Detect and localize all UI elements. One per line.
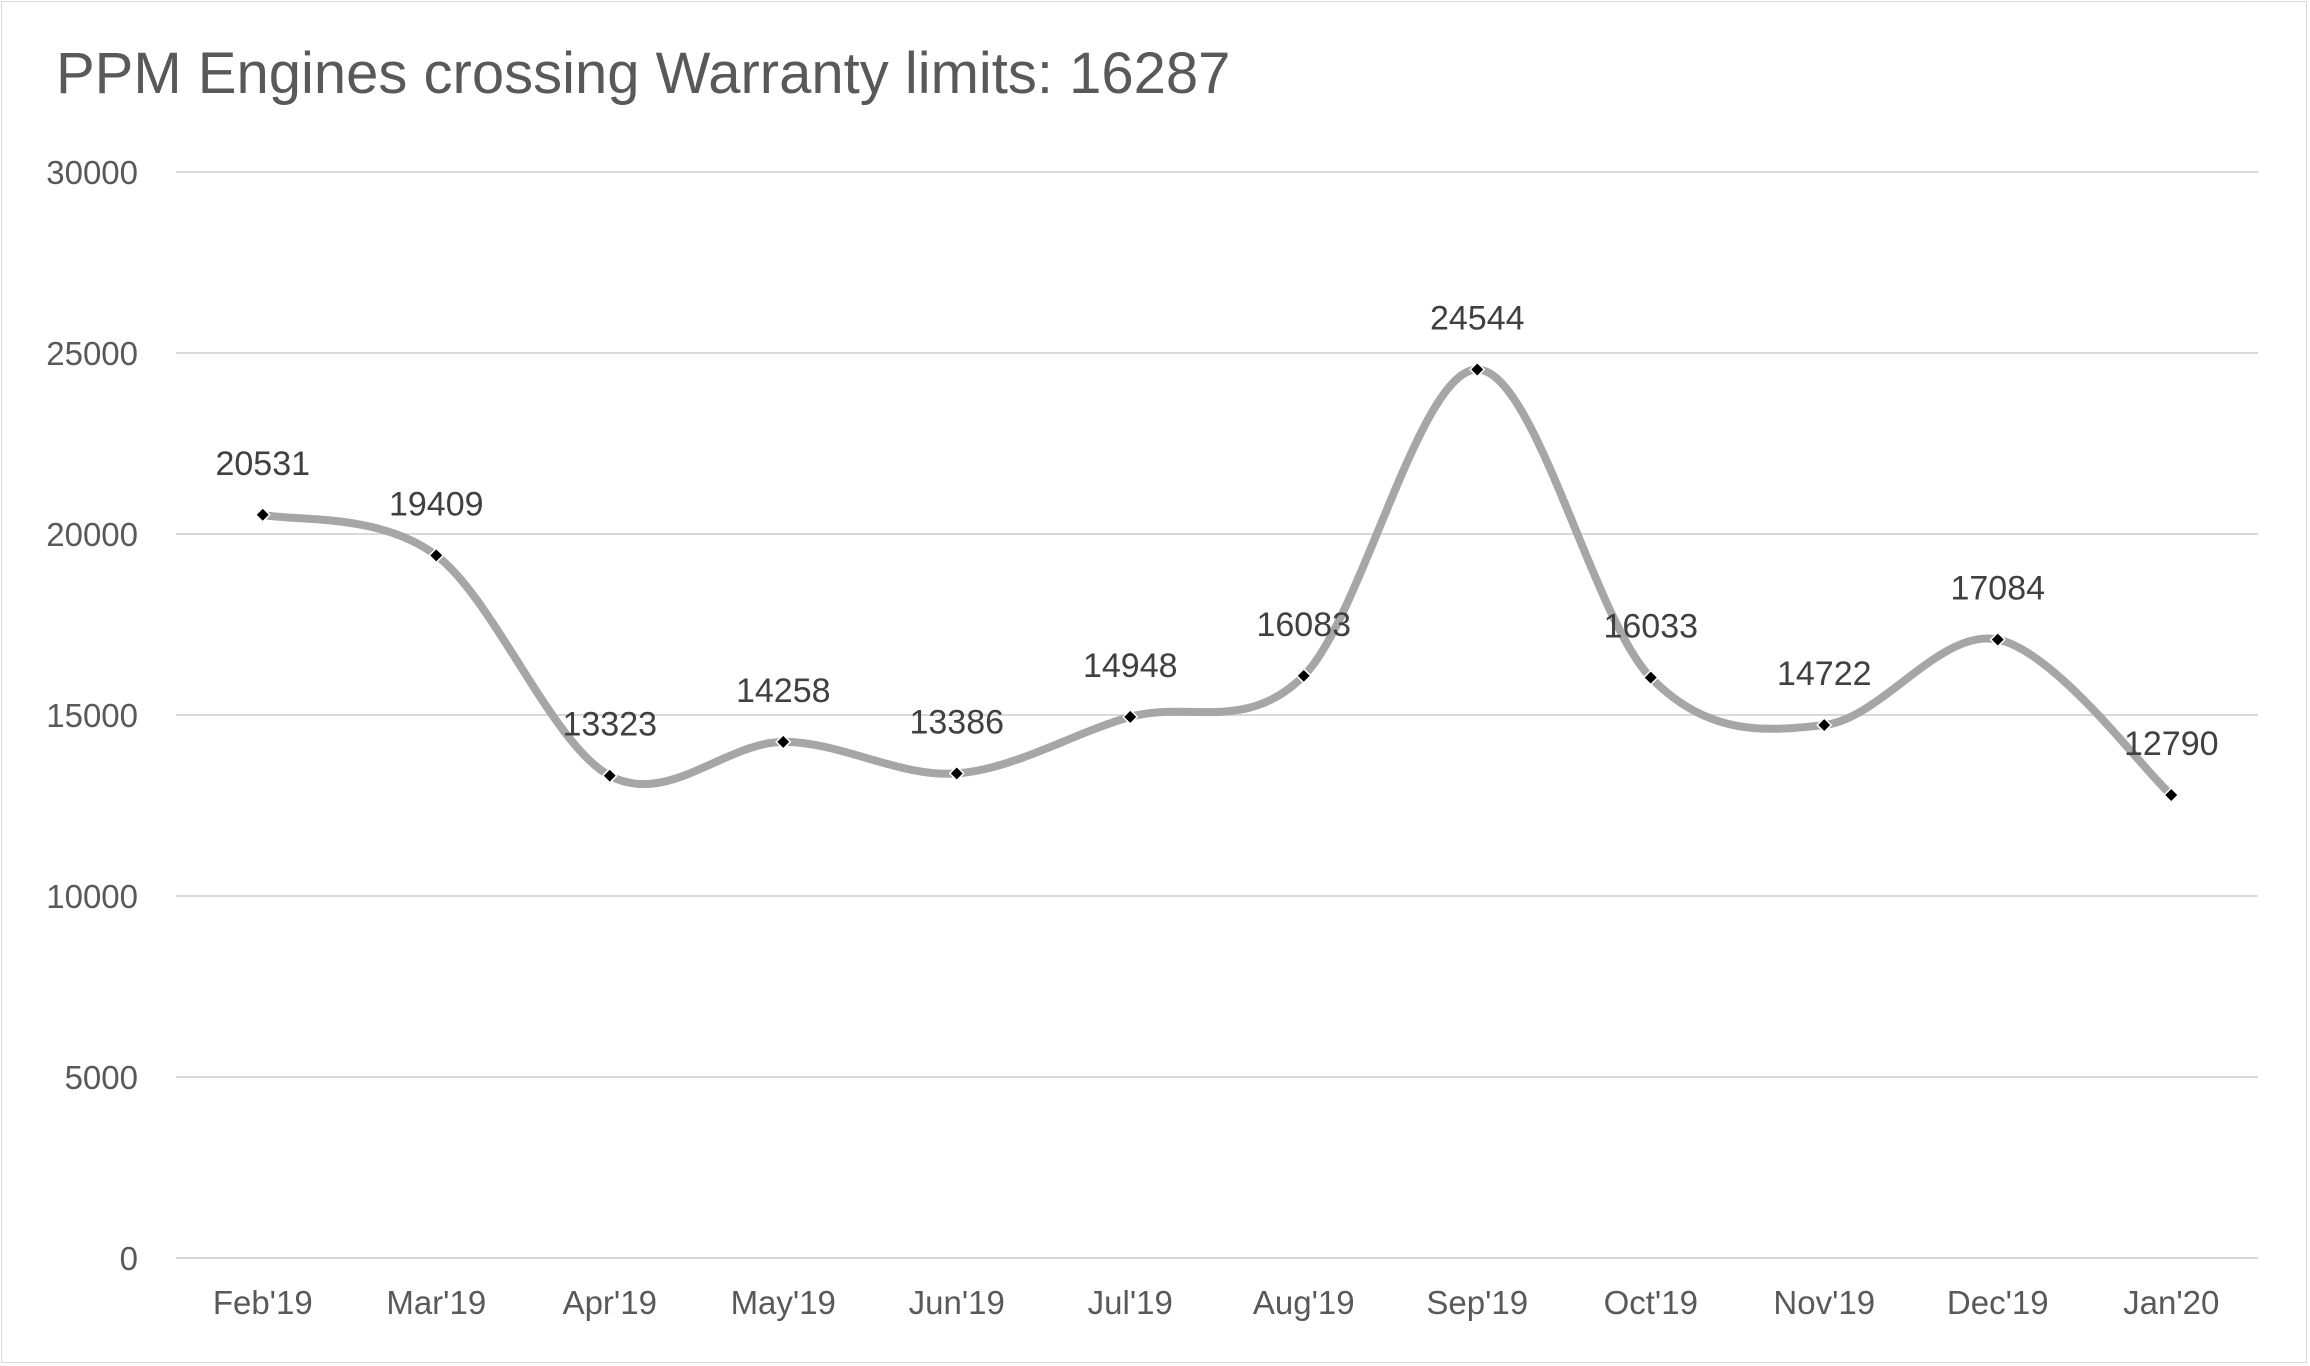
series-line — [258, 365, 2176, 800]
x-tick-label: Mar'19 — [386, 1284, 486, 1321]
x-tick-label: Jun'19 — [909, 1284, 1005, 1321]
x-tick-label: Oct'19 — [1604, 1284, 1698, 1321]
data-label: 20531 — [215, 445, 310, 483]
data-point-marker — [1816, 717, 1833, 734]
x-tick-label: Aug'19 — [1253, 1284, 1355, 1321]
x-tick-label: Jul'19 — [1088, 1284, 1173, 1321]
data-label: 14948 — [1083, 647, 1178, 685]
data-point-marker — [2163, 786, 2180, 804]
data-point-marker — [254, 506, 271, 523]
y-tick-label: 5000 — [65, 1059, 138, 1096]
y-tick-label: 10000 — [46, 878, 138, 915]
data-label: 24544 — [1430, 300, 1525, 338]
data-point-marker — [1122, 708, 1139, 725]
x-tick-label: Feb'19 — [213, 1284, 313, 1321]
data-point-marker — [1295, 667, 1312, 684]
y-tick-label: 25000 — [46, 335, 138, 372]
x-tick-label: Apr'19 — [563, 1284, 657, 1321]
y-axis-ticks: 0 5000 10000 15000 20000 25000 30000 — [46, 154, 138, 1277]
data-point-marker — [1989, 631, 2006, 648]
data-point-marker — [1642, 669, 1659, 686]
x-tick-label: Dec'19 — [1947, 1284, 2049, 1321]
data-point-marker — [1469, 361, 1486, 378]
chart-title: PPM Engines crossing Warranty limits: 16… — [56, 41, 1231, 106]
data-label: 14722 — [1777, 655, 1872, 693]
x-tick-label: Nov'19 — [1773, 1284, 1875, 1321]
x-tick-label: Sep'19 — [1426, 1284, 1528, 1321]
data-point-marker — [775, 733, 792, 750]
data-markers — [254, 361, 2180, 804]
x-tick-label: May'19 — [731, 1284, 836, 1321]
data-label: 16083 — [1256, 606, 1351, 644]
x-tick-label: Jan'20 — [2123, 1284, 2219, 1321]
x-axis-ticks: Feb'19 Mar'19 Apr'19 May'19 Jun'19 Jul'19 Aug'… — [213, 1284, 2220, 1321]
data-point-marker — [948, 765, 965, 782]
gridlines — [176, 171, 2258, 1259]
series-line-layer — [258, 365, 2176, 800]
y-tick-label: 0 — [120, 1240, 138, 1277]
data-label: 13323 — [562, 706, 657, 744]
data-label: 17084 — [1950, 570, 2045, 608]
data-point-marker — [601, 767, 618, 784]
data-label: 16033 — [1603, 608, 1698, 646]
y-tick-label: 20000 — [46, 516, 138, 553]
data-label: 12790 — [2124, 725, 2219, 763]
data-label: 19409 — [389, 485, 484, 523]
y-tick-label: 30000 — [46, 154, 138, 191]
data-point-marker — [428, 547, 445, 564]
data-labels: 20531 19409 13323 14258 13386 14948 16083 24544… — [215, 300, 2218, 763]
y-tick-label: 15000 — [46, 697, 138, 734]
data-label: 14258 — [736, 672, 831, 710]
data-label: 13386 — [909, 703, 1004, 741]
